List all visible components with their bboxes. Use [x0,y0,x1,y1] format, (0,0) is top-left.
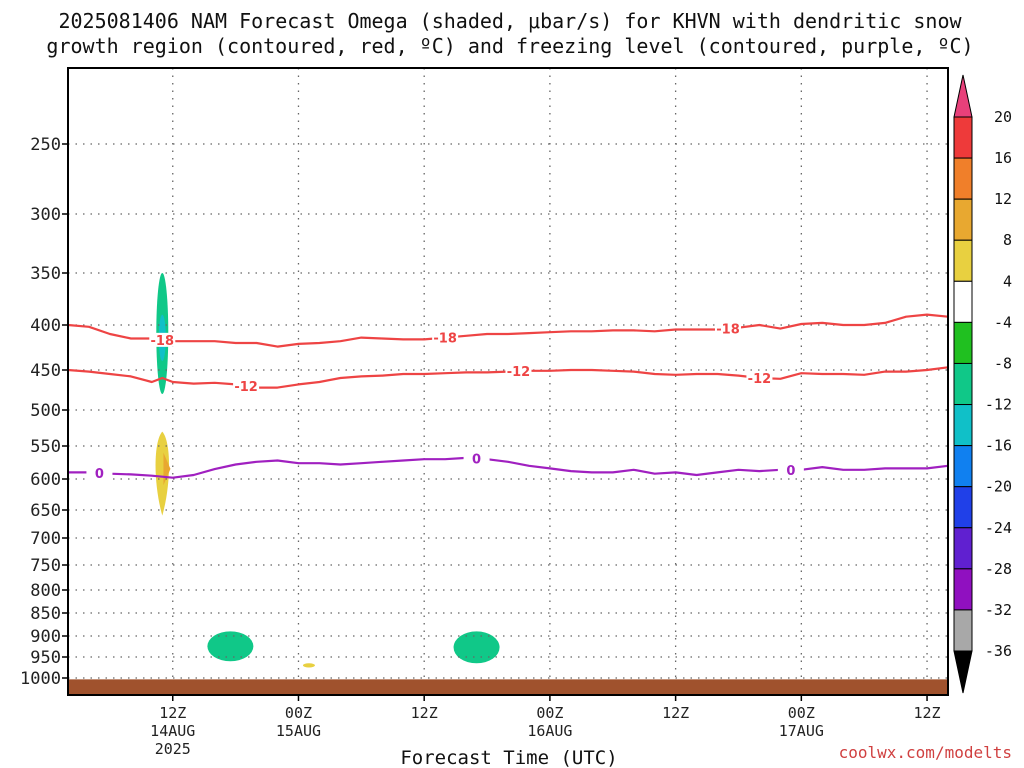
y-tick-label: 700 [30,529,61,549]
contour-label-bg [777,462,804,477]
colorbar-tick-label: -32 [985,601,1012,619]
omega-shading [155,273,500,668]
chart-title-line-1: 2025081406 NAM Forecast Omega (shaded, μ… [58,9,962,33]
colorbar-tick-label: 4 [1003,272,1012,290]
colorbar-tick-label: -8 [994,354,1012,372]
y-tick-label: 950 [30,648,61,668]
omega-shade-4 [207,631,254,662]
y-tick-label: 900 [30,627,61,647]
colorbar-band-4 [953,280,973,323]
contour-label-bg [505,364,532,379]
plot-frame [67,67,949,696]
y-tick-label: 250 [30,135,61,155]
contour-label: 0 [472,453,481,468]
x-tick-label: 00Z [536,704,563,722]
contour-label: 0 [95,467,104,482]
x-tick-label: 00Z [788,704,815,722]
x-tick-label: 12Z [159,704,186,722]
contour-label: -12 [507,365,531,380]
y-tick-label: 550 [30,437,61,457]
colorbar-band-10 [953,527,973,570]
colorbar-tick-label: -24 [985,519,1012,537]
x-tick-label: 15AUG [276,722,321,740]
contour-label: -18 [433,332,457,347]
colorbar-tick-label: -20 [985,478,1012,496]
colorbar-band-12 [953,609,973,652]
x-tick-label: 2025 [155,740,191,758]
y-tick-label: 500 [30,401,61,421]
contour-label-bg [233,379,260,393]
x-tick-label: 00Z [285,704,312,722]
contour-label-bg [746,371,773,385]
colorbar-tick-label: 12 [994,190,1012,208]
colorbar-band-8 [953,445,973,488]
y-tick-label: 850 [30,604,61,624]
y-tick-label: 350 [30,264,61,284]
colorbar-band-11 [953,568,973,611]
y-axis: 250 300 350 400 450 500 550 600 650 700 750 800 850 9… [20,135,68,689]
contour-label-bg [86,466,113,481]
colorbar-top-triangle [953,74,973,118]
colorbar-tick-label: -4 [994,313,1012,331]
contour-label: -18 [151,334,175,349]
colorbar-tick-label: -12 [985,396,1012,414]
x-tick-label: 16AUG [527,722,572,740]
colorbar-band-1 [953,157,973,200]
y-tick-label: 650 [30,501,61,521]
chart-title-line-2: growth region (contoured, red, ºC) and f… [46,34,973,58]
colorbar-tick-label: 20 [994,108,1012,126]
chart-title: 2025081406 NAM Forecast Omega (shaded, μ… [46,9,973,58]
contour-label-bg [149,332,176,347]
colorbar-band-5 [953,321,973,364]
colorbar-tick-label: 8 [1003,231,1012,249]
contour-label: -12 [234,380,258,395]
x-axis-label: Forecast Time (UTC) [400,747,617,768]
colorbar-band-2 [953,198,973,241]
contour-label: -12 [748,372,772,387]
colorbar-band-9 [953,486,973,529]
contour-label-bg [715,321,741,336]
y-tick-label: 400 [30,316,61,336]
contour-line-minus12 [67,366,949,389]
colorbar-band-0 [953,116,973,159]
y-tick-label: 300 [30,205,61,225]
contours: -18 -18 -18 -12 -12 -12 0 0 0 [67,313,949,482]
omega-shade-5 [453,631,500,664]
x-tick-label: 12Z [662,704,689,722]
plot-background [68,68,948,695]
y-tick-label: 800 [30,581,61,601]
colorbar-band-6 [953,362,973,406]
x-tick-label: 12Z [411,704,438,722]
colorbar-tick-label: -36 [985,642,1012,660]
ground-terrain [68,679,948,695]
colorbar: 20 16 12 8 4 -4 -8 -12 -16 -20 -24 -28 -32 -36 [953,74,1012,694]
contour-label: -18 [716,323,740,338]
credit-text: coolwx.com/modelts [839,743,1012,762]
y-tick-label: 450 [30,361,61,381]
y-tick-label: 1000 [20,669,61,689]
x-tick-label: 17AUG [779,722,824,740]
colorbar-tick-label: 16 [994,149,1012,167]
plot-area: -18 -18 -18 -12 -12 -12 0 0 0 [67,67,949,696]
x-tick-label: 12Z [914,704,941,722]
colorbar-bottom-triangle [953,650,973,694]
contour-label-bg [463,451,490,466]
x-tick-label: 14AUG [150,722,195,740]
y-tick-label: 600 [30,470,61,490]
omega-shade-2 [155,431,170,516]
colorbar-tick-label: -28 [985,560,1012,578]
contour-label: 0 [786,464,795,479]
colorbar-band-7 [953,404,973,447]
omega-shade-6 [302,663,315,668]
contour-label-bg [432,330,459,345]
colorbar-tick-label: -16 [985,437,1012,455]
contour-line-minus18 [67,313,949,348]
colorbar-band-3 [953,239,973,282]
y-tick-label: 750 [30,556,61,576]
